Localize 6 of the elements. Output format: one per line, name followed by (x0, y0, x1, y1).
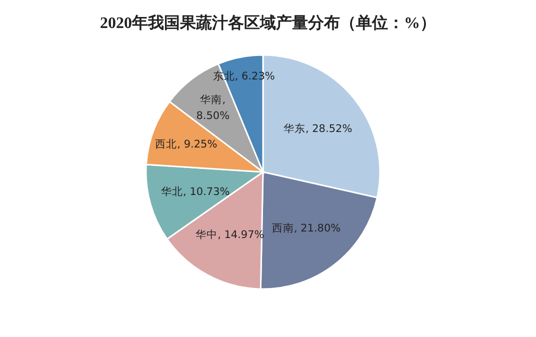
slice-label: 华北, 10.73% (161, 184, 230, 198)
slice-label: 华东, 28.52% (283, 122, 352, 136)
slice-label: 华南, 8.50% (196, 93, 230, 122)
slice-label: 西北, 9.25% (155, 138, 218, 151)
chart-title: 2020年我国果蔬汁各区域产量分布（单位：%） (100, 14, 436, 32)
slice-label: 西南, 21.80% (272, 221, 341, 234)
